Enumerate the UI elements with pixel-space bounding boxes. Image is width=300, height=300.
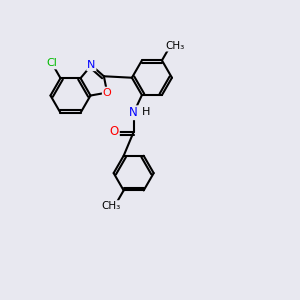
Text: O: O (103, 88, 112, 98)
Text: N: N (87, 60, 96, 70)
Text: Cl: Cl (46, 58, 57, 68)
Text: CH₃: CH₃ (165, 41, 184, 51)
Text: O: O (110, 125, 119, 138)
Text: H: H (142, 107, 150, 117)
Text: CH₃: CH₃ (101, 201, 120, 211)
Text: N: N (129, 106, 138, 119)
